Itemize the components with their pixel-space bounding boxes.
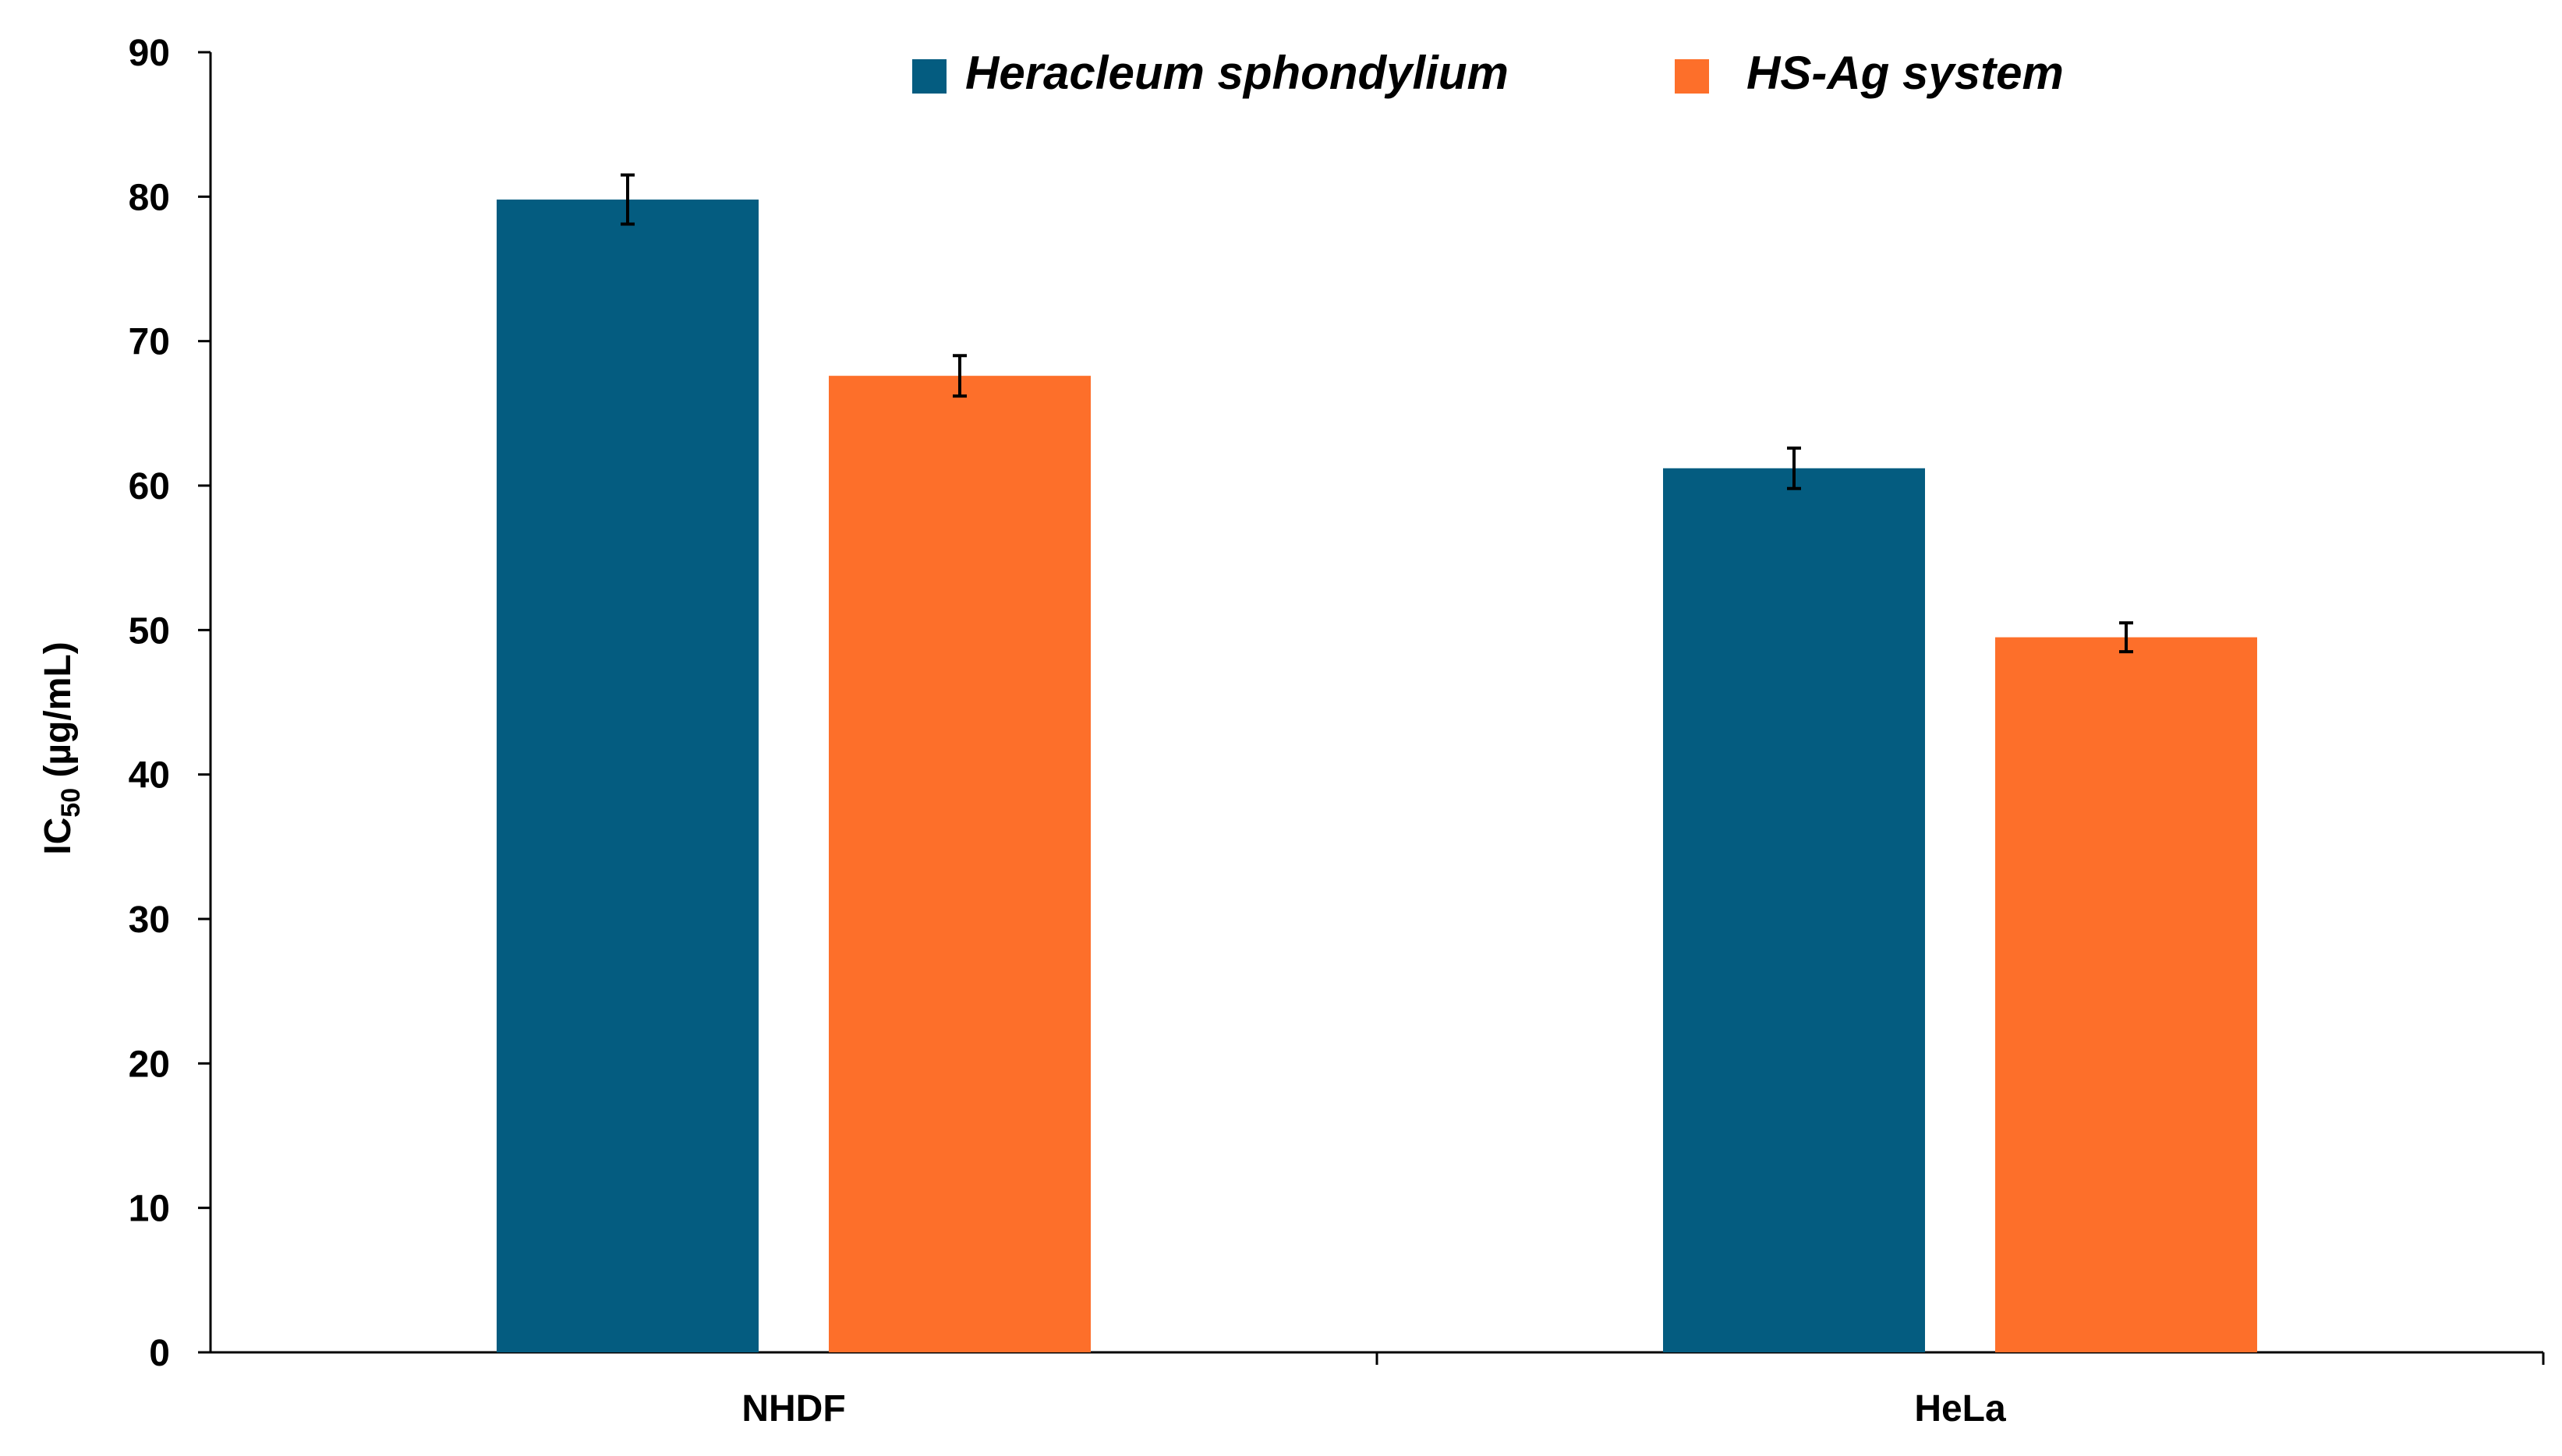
y-tick-label: 10 bbox=[129, 1189, 170, 1230]
bar bbox=[829, 376, 1091, 1352]
x-axis: NHDF HeLa bbox=[211, 1351, 2545, 1429]
legend: Heracleum sphondylium HS-Ag system bbox=[912, 47, 2064, 99]
y-axis-title-main: IC bbox=[37, 818, 79, 855]
bars bbox=[497, 173, 2257, 1352]
y-tick-label: 80 bbox=[129, 177, 170, 218]
y-tick-label: 70 bbox=[129, 322, 170, 363]
y-axis-title-subscript: 50 bbox=[56, 788, 86, 818]
y-tick-label: 60 bbox=[129, 466, 170, 507]
legend-label: HS-Ag system bbox=[1746, 47, 2064, 99]
bar bbox=[1663, 468, 1925, 1352]
y-axis: 0 10 20 30 40 50 60 70 80 90 bbox=[129, 33, 212, 1374]
y-axis-title-unit: (µg/mL) bbox=[37, 641, 79, 788]
legend-swatch bbox=[912, 59, 947, 94]
x-category-label: NHDF bbox=[741, 1388, 845, 1429]
y-tick-label: 20 bbox=[129, 1044, 170, 1085]
y-tick-label: 90 bbox=[129, 33, 170, 74]
x-category-label: HeLa bbox=[1914, 1388, 2006, 1429]
y-tick-label: 30 bbox=[129, 899, 170, 941]
bar bbox=[1995, 637, 2257, 1352]
bar bbox=[497, 200, 759, 1352]
y-tick-label: 50 bbox=[129, 610, 170, 652]
legend-label: Heracleum sphondylium bbox=[965, 47, 1509, 99]
y-tick-label: 40 bbox=[129, 755, 170, 797]
y-tick-label: 0 bbox=[149, 1333, 170, 1374]
y-axis-title: IC50 (µg/mL) bbox=[37, 641, 86, 854]
legend-swatch bbox=[1675, 59, 1709, 94]
